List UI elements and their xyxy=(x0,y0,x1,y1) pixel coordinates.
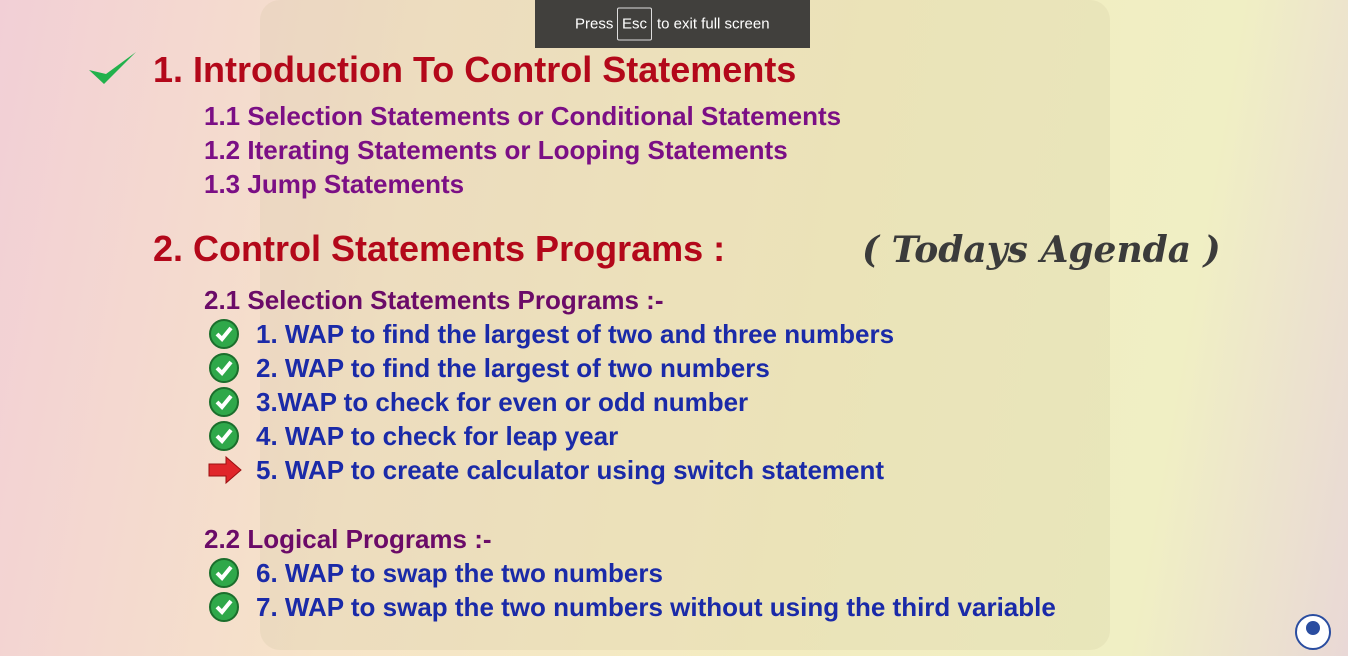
current-arrow xyxy=(208,454,242,486)
watermark xyxy=(260,0,1110,650)
toast-text: Press xyxy=(575,15,614,33)
fullscreen-toast: Press Esc to exit full screen xyxy=(535,0,810,48)
done-check xyxy=(208,420,240,452)
check-icon xyxy=(209,319,239,349)
done-check xyxy=(208,386,240,418)
subsection-title: 2.1 Selection Statements Programs :- xyxy=(204,285,664,315)
program: 3.WAP to check for even or odd number xyxy=(256,387,749,417)
topic: 1.2 Iterating Statements or Looping Stat… xyxy=(204,135,788,165)
done-check xyxy=(208,352,240,384)
program: 5. WAP to create calculator using switch… xyxy=(256,455,885,485)
program: 7. WAP to swap the two numbers without u… xyxy=(256,592,1056,622)
check-icon xyxy=(209,592,239,622)
done-check xyxy=(208,318,240,350)
program: 4. WAP to check for leap year xyxy=(256,421,619,451)
program: 2. WAP to find the largest of two number… xyxy=(256,353,770,383)
program: 6. WAP to swap the two numbers xyxy=(256,558,663,588)
toast-text: to exit full screen xyxy=(657,15,770,33)
check-icon xyxy=(209,387,239,417)
section-title: 1. Introduction To Control Statements xyxy=(153,49,797,90)
topic: 1.3 Jump Statements xyxy=(204,169,465,199)
check-icon xyxy=(209,353,239,383)
subsection-title: 2.2 Logical Programs :- xyxy=(204,524,492,554)
arrow-icon xyxy=(208,455,242,485)
check-icon xyxy=(209,421,239,451)
agenda-note: ( Todays Agenda ) xyxy=(862,229,1221,271)
topic: 1.1 Selection Statements or Conditional … xyxy=(204,101,842,131)
key: Esc xyxy=(617,7,653,41)
section-title: 2. Control Statements Programs : xyxy=(153,228,726,269)
check-icon xyxy=(209,558,239,588)
program: 1. WAP to find the largest of two and th… xyxy=(256,319,895,349)
done-check xyxy=(208,557,240,589)
channel-logo[interactable] xyxy=(1295,614,1331,650)
big-check xyxy=(89,52,136,84)
done-check xyxy=(208,591,240,623)
